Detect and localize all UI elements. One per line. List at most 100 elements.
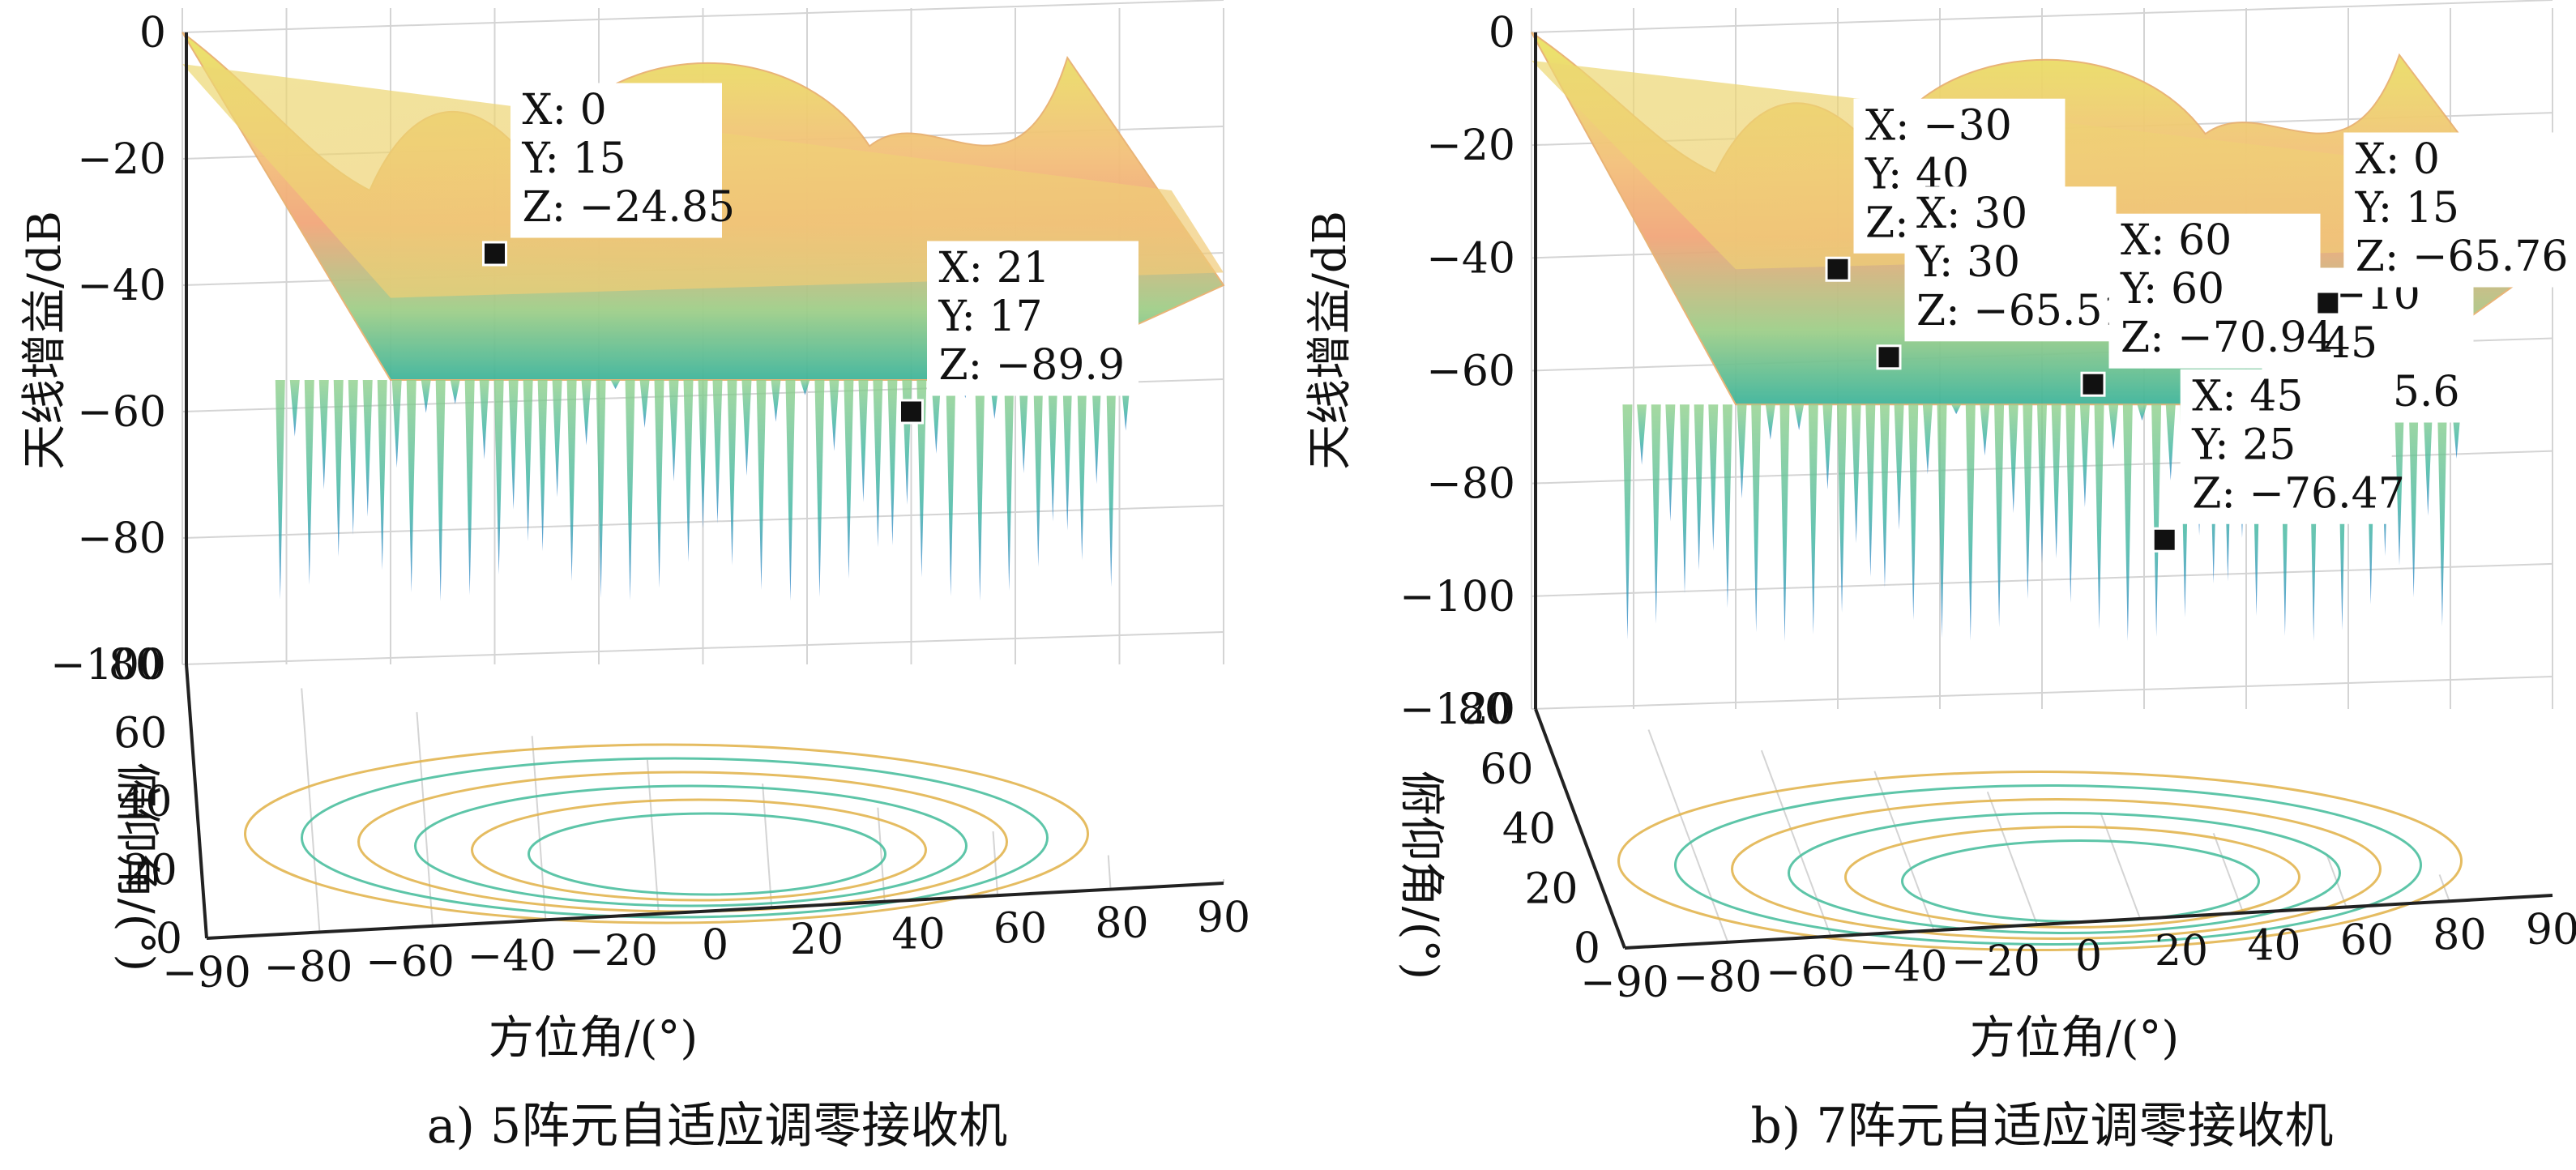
null-spike (1980, 404, 1990, 456)
datatip-box (927, 241, 1138, 396)
z-tick-label: −60 (1426, 348, 1515, 396)
null-spike (421, 380, 431, 413)
null-spike (2423, 404, 2433, 516)
null-spike (1751, 404, 1762, 633)
contour-line (1844, 826, 2300, 929)
null-spike (2023, 404, 2033, 600)
null-spike (741, 380, 752, 476)
contour-line (1788, 812, 2341, 934)
datatip-text: Y: 60 (2120, 265, 2224, 314)
y-tick-label: 80 (109, 641, 162, 690)
null-spike (1708, 404, 1719, 551)
floor-grid-line (646, 759, 660, 914)
x-tick-label: 0 (2075, 933, 2102, 981)
datatip-marker (2080, 371, 2106, 397)
null-spike (1894, 404, 1904, 530)
contour-line (301, 757, 1049, 919)
floor-grid-line (2100, 812, 2142, 920)
floor-grid-line (531, 736, 547, 920)
y-tick-label: 20 (1524, 865, 1578, 913)
null-spike (2079, 404, 2090, 508)
datatip-text: Z: −89.9 (939, 341, 1126, 390)
datatip-box (2180, 369, 2392, 524)
contour-line (1901, 839, 2260, 923)
null-spike (1019, 380, 1029, 474)
x-tick-label: −60 (1766, 948, 1855, 997)
datatip-marker (2151, 527, 2177, 553)
null-spike (406, 380, 417, 593)
null-spike (1994, 404, 2005, 628)
z-tick-label: −20 (77, 135, 166, 184)
datatips: X: −30Y: 40Z: −10.95X: −10Y: 45Z: −65.6X… (1825, 98, 2568, 553)
null-spike (756, 380, 767, 591)
x-tick-label: 80 (2433, 912, 2486, 960)
datatip-text: Y: 17 (938, 292, 1043, 341)
null-spike (1808, 404, 1818, 635)
null-spike (2437, 404, 2447, 626)
floor-grid-line (301, 688, 321, 933)
y-axis-label: 俯仰角/(°) (110, 762, 163, 972)
contour-line (1731, 798, 2382, 940)
contour-line (1617, 771, 2463, 951)
datatip: X: 21Y: 17Z: −89.9 (899, 241, 1138, 425)
floor-grid-line (1647, 729, 1729, 943)
datatip-text: X: 45 (2192, 372, 2303, 421)
null-spike (1091, 380, 1102, 485)
datatip-text: Z: −24.85 (523, 183, 736, 232)
datatip-box (2108, 213, 2321, 369)
null-spike (1937, 404, 1947, 638)
datatip-marker (1876, 344, 1902, 370)
floor-grid-line (762, 784, 773, 908)
null-spike (2394, 404, 2404, 566)
null-spike (1651, 404, 1661, 624)
null-spike (785, 380, 796, 601)
x-tick-label: 20 (2155, 927, 2208, 976)
datatip-text: X: 21 (939, 244, 1050, 292)
null-spike (1794, 404, 1805, 430)
datatip-text: X: 30 (1916, 190, 2027, 238)
z-tick-label: 0 (139, 9, 166, 58)
null-spike (1922, 404, 1933, 475)
null-spike (523, 380, 533, 541)
null-spike (1879, 404, 1890, 588)
null-spike (669, 380, 679, 482)
null-spike (450, 380, 460, 404)
z-tick-label: −100 (1399, 573, 1515, 621)
null-spike (1062, 380, 1073, 531)
null-spike (2151, 404, 2162, 637)
null-spike (887, 380, 898, 545)
null-spike (1106, 380, 1117, 587)
back-grid-hline (1531, 562, 2553, 597)
null-spike (1680, 404, 1690, 594)
contour-line (528, 812, 886, 896)
null-spike (1637, 404, 1647, 465)
null-spike (1737, 404, 1747, 499)
x-tick-label: −80 (264, 943, 353, 992)
null-spike (2108, 404, 2119, 450)
null-spike (1779, 404, 1790, 642)
y-tick-label: 0 (1574, 924, 1600, 973)
x-tick-label: −40 (468, 933, 557, 981)
datatip-marker (1825, 256, 1851, 282)
contour-line (414, 784, 968, 907)
null-spike (2122, 404, 2133, 641)
null-spike (508, 380, 519, 510)
x-tick-label: 80 (1095, 899, 1148, 948)
datatip-text: X: 60 (2121, 216, 2232, 265)
x-tick-label: −60 (365, 937, 455, 986)
null-spike (2165, 404, 2176, 480)
datatip-text: Y: 30 (1916, 238, 2020, 287)
x-tick-label: 90 (2526, 906, 2576, 954)
null-spike (2008, 404, 2019, 514)
x-tick-label: −20 (1951, 937, 2040, 986)
datatip: X: 60Y: 60Z: −70.94 (2080, 213, 2334, 397)
datatip-text: X: 0 (2356, 135, 2440, 184)
floor-grid-line (877, 807, 886, 902)
datatip-text: Z: −70.94 (2121, 314, 2334, 362)
contour-line (357, 771, 1008, 913)
x-tick-label: 60 (2340, 916, 2394, 965)
z-tick-label: 0 (1489, 9, 1515, 58)
null-spike (2137, 404, 2147, 421)
null-spike (844, 380, 854, 579)
datatip: X: 0Y: 15Z: −24.85 (482, 83, 736, 267)
